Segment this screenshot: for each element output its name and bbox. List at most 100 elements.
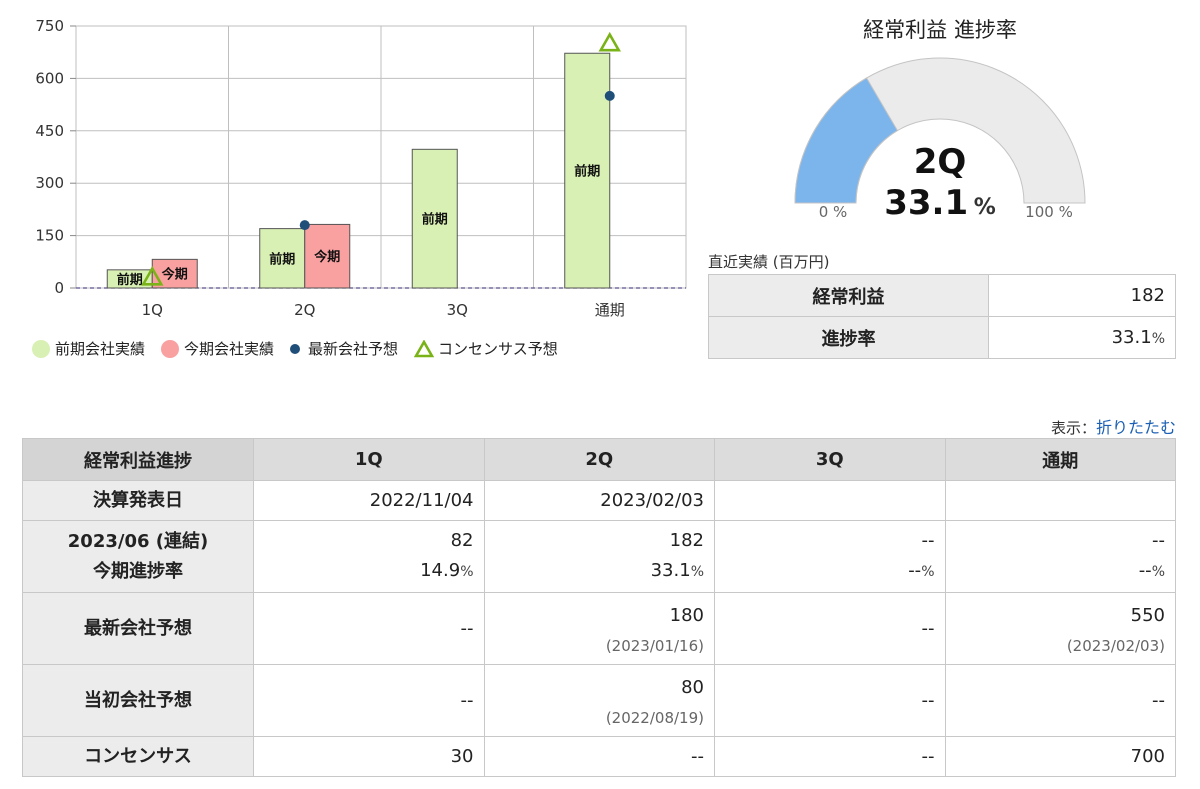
y-tick-label: 450 bbox=[35, 122, 64, 140]
x-tick-label: 3Q bbox=[447, 301, 468, 319]
chart-legend: 前期会社実績 今期会社実績 最新会社予想 コンセンサス予想 bbox=[32, 338, 558, 359]
initial-2q: 80 (2022/08/19) bbox=[483, 664, 715, 737]
initial-full-year-value: -- bbox=[1152, 689, 1165, 711]
actual-2q-rate-unit: % bbox=[690, 564, 704, 580]
actual-1q-rate: 14.9 bbox=[420, 560, 461, 581]
bar-prev-label: 前期 bbox=[574, 164, 600, 180]
actual-1q-rate-unit: % bbox=[460, 564, 474, 580]
header-full-year: 通期 bbox=[944, 438, 1176, 481]
gauge-percent-value: 33.1 bbox=[884, 183, 969, 223]
bar-curr-label: 今期 bbox=[161, 267, 188, 283]
header-1q: 1Q bbox=[253, 438, 485, 481]
actual-full-year-rate-unit: % bbox=[1151, 564, 1165, 580]
actual-2q: 182 33.1% bbox=[483, 520, 715, 593]
initial-2q-value: 80 bbox=[681, 676, 704, 698]
bar-prev bbox=[411, 148, 458, 289]
y-tick-label: 150 bbox=[35, 227, 64, 245]
row-label-announcement-date: 決算発表日 bbox=[22, 480, 254, 521]
actual-3q: -- --% bbox=[714, 520, 946, 593]
legend-prev-swatch bbox=[32, 339, 50, 358]
row-actual: 2023/06 (連結) 今期進捗率 82 14.9% 182 33.1% -- --%… bbox=[22, 520, 1176, 593]
display-label: 表示： bbox=[1050, 419, 1096, 437]
gauge-min-label: 0 % bbox=[818, 203, 848, 221]
row-consensus: コンセンサス 30 -- -- 700 bbox=[22, 736, 1176, 777]
consensus-1q: 30 bbox=[253, 736, 485, 777]
recent-rate-unit: % bbox=[1151, 331, 1165, 347]
legend-item-latest: 最新会社予想 bbox=[290, 338, 398, 359]
legend-latest-dot bbox=[290, 343, 301, 354]
gauge-percent-unit: % bbox=[973, 195, 996, 220]
row-label-consensus: コンセンサス bbox=[22, 736, 254, 777]
recent-results-table: 経常利益 182 進捗率 33.1% bbox=[708, 274, 1176, 359]
legend-consensus-triangle bbox=[414, 339, 435, 357]
actual-3q-value: -- bbox=[921, 530, 935, 551]
date-1q: 2022/11/04 bbox=[253, 480, 485, 521]
y-tick-label: 750 bbox=[35, 17, 64, 35]
recent-row-rate: 進捗率 33.1% bbox=[708, 316, 1176, 359]
bar-curr bbox=[151, 258, 198, 289]
latest-full-year-date: (2023/02/03) bbox=[1066, 636, 1165, 655]
marker-consensus bbox=[141, 265, 164, 286]
gauge-percent: 33.1 % bbox=[860, 183, 1020, 223]
latest-2q-date: (2023/01/16) bbox=[605, 636, 704, 655]
header-2q: 2Q bbox=[483, 438, 715, 481]
marker-latest-forecast bbox=[299, 220, 310, 231]
consensus-3q: -- bbox=[714, 736, 946, 777]
display-toggle: 表示：折りたたむ bbox=[1051, 414, 1176, 438]
x-tick-label: 1Q bbox=[142, 301, 163, 319]
bar-prev bbox=[259, 228, 306, 289]
legend-item-curr: 今期会社実績 bbox=[161, 338, 274, 359]
row-label-latest-forecast: 最新会社予想 bbox=[22, 592, 254, 665]
recent-rate-value: 33.1% bbox=[988, 316, 1176, 359]
initial-2q-date: (2022/08/19) bbox=[605, 708, 704, 727]
initial-3q-value: -- bbox=[921, 689, 935, 711]
bar-curr bbox=[304, 223, 351, 289]
initial-3q: -- bbox=[714, 664, 946, 737]
date-3q bbox=[714, 480, 946, 521]
bar-prev-label: 前期 bbox=[422, 212, 448, 228]
initial-full-year: -- bbox=[944, 664, 1176, 737]
recent-profit-label: 経常利益 bbox=[708, 274, 989, 317]
legend-item-prev: 前期会社実績 bbox=[32, 338, 145, 359]
y-tick-label: 300 bbox=[35, 174, 64, 192]
row-label-actual: 2023/06 (連結) 今期進捗率 bbox=[22, 520, 254, 593]
recent-profit-number: 182 bbox=[1130, 285, 1165, 306]
legend-latest-label: 最新会社予想 bbox=[308, 340, 399, 358]
gauge-quarter: 2Q bbox=[913, 142, 967, 182]
recent-rate-label: 進捗率 bbox=[708, 316, 989, 359]
actual-full-year-rate: -- bbox=[1138, 560, 1152, 581]
actual-2q-value: 182 bbox=[669, 530, 704, 551]
table-header-row: 経常利益進捗 1Q 2Q 3Q 通期 bbox=[22, 438, 1176, 481]
recent-caption: 直近実績 (百万円) bbox=[708, 253, 830, 271]
legend-curr-label: 今期会社実績 bbox=[184, 340, 275, 358]
legend-curr-swatch bbox=[161, 339, 180, 358]
latest-3q: -- bbox=[714, 592, 946, 665]
header-3q: 3Q bbox=[714, 438, 946, 481]
latest-1q-value: -- bbox=[460, 617, 474, 639]
header-progress: 経常利益進捗 bbox=[22, 438, 254, 481]
y-tick-label: 0 bbox=[54, 279, 64, 297]
recent-rate-number: 33.1 bbox=[1111, 327, 1152, 348]
actual-3q-rate: -- bbox=[908, 560, 922, 581]
x-tick-label: 通期 bbox=[595, 301, 625, 319]
bar-prev bbox=[564, 52, 611, 289]
bar-curr-label: 今期 bbox=[313, 249, 340, 265]
collapse-link[interactable]: 折りたたむ bbox=[1095, 418, 1176, 437]
actual-full-year: -- --% bbox=[944, 520, 1176, 593]
legend-consensus-label: コンセンサス予想 bbox=[438, 340, 558, 358]
row-initial-forecast: 当初会社予想 -- 80 (2022/08/19) -- -- bbox=[22, 664, 1176, 737]
latest-2q-value: 180 bbox=[669, 604, 704, 626]
row-announcement-date: 決算発表日 2022/11/04 2023/02/03 bbox=[22, 480, 1176, 521]
recent-row-profit: 経常利益 182 bbox=[708, 274, 1176, 317]
latest-1q: -- bbox=[253, 592, 485, 665]
marker-latest-forecast bbox=[604, 90, 615, 101]
row-label-initial-forecast: 当初会社予想 bbox=[22, 664, 254, 737]
legend-item-consensus: コンセンサス予想 bbox=[414, 338, 558, 359]
consensus-full-year: 700 bbox=[944, 736, 1176, 777]
gauge-title: 経常利益 進捗率 bbox=[863, 18, 1017, 42]
progress-table: 経常利益進捗 1Q 2Q 3Q 通期 決算発表日 2022/11/04 2023… bbox=[22, 438, 1176, 777]
gauge-fill bbox=[794, 77, 899, 204]
recent-profit-value: 182 bbox=[988, 274, 1176, 317]
bar-prev-label: 前期 bbox=[269, 251, 295, 267]
